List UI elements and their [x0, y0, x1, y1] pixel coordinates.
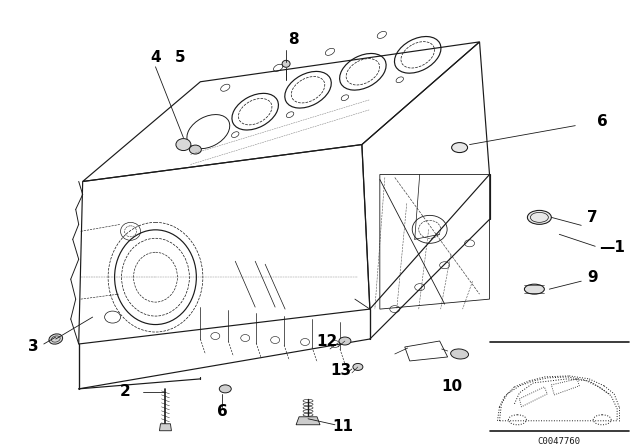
Ellipse shape	[176, 138, 191, 151]
Text: 12: 12	[317, 333, 338, 349]
Text: 3: 3	[28, 340, 38, 354]
Ellipse shape	[339, 337, 351, 345]
Ellipse shape	[49, 334, 63, 344]
Text: C0047760: C0047760	[538, 437, 581, 446]
Ellipse shape	[451, 349, 468, 359]
Polygon shape	[296, 417, 320, 425]
Text: 11: 11	[332, 419, 353, 434]
Text: 6: 6	[217, 404, 228, 419]
Ellipse shape	[527, 211, 551, 224]
Ellipse shape	[282, 60, 290, 67]
Ellipse shape	[524, 284, 545, 294]
Text: —1: —1	[599, 240, 625, 255]
Text: 2: 2	[120, 384, 131, 399]
Text: 13: 13	[331, 363, 352, 379]
Text: 4: 4	[150, 50, 161, 65]
Ellipse shape	[452, 142, 468, 153]
Text: 8: 8	[288, 32, 298, 47]
Text: 7: 7	[588, 210, 598, 225]
Text: 6: 6	[597, 114, 608, 129]
Text: 5: 5	[175, 50, 186, 65]
Ellipse shape	[220, 385, 231, 393]
Ellipse shape	[189, 145, 202, 154]
Text: 9: 9	[588, 270, 598, 284]
Polygon shape	[159, 424, 172, 431]
Ellipse shape	[353, 363, 363, 370]
Text: 10: 10	[441, 379, 462, 394]
